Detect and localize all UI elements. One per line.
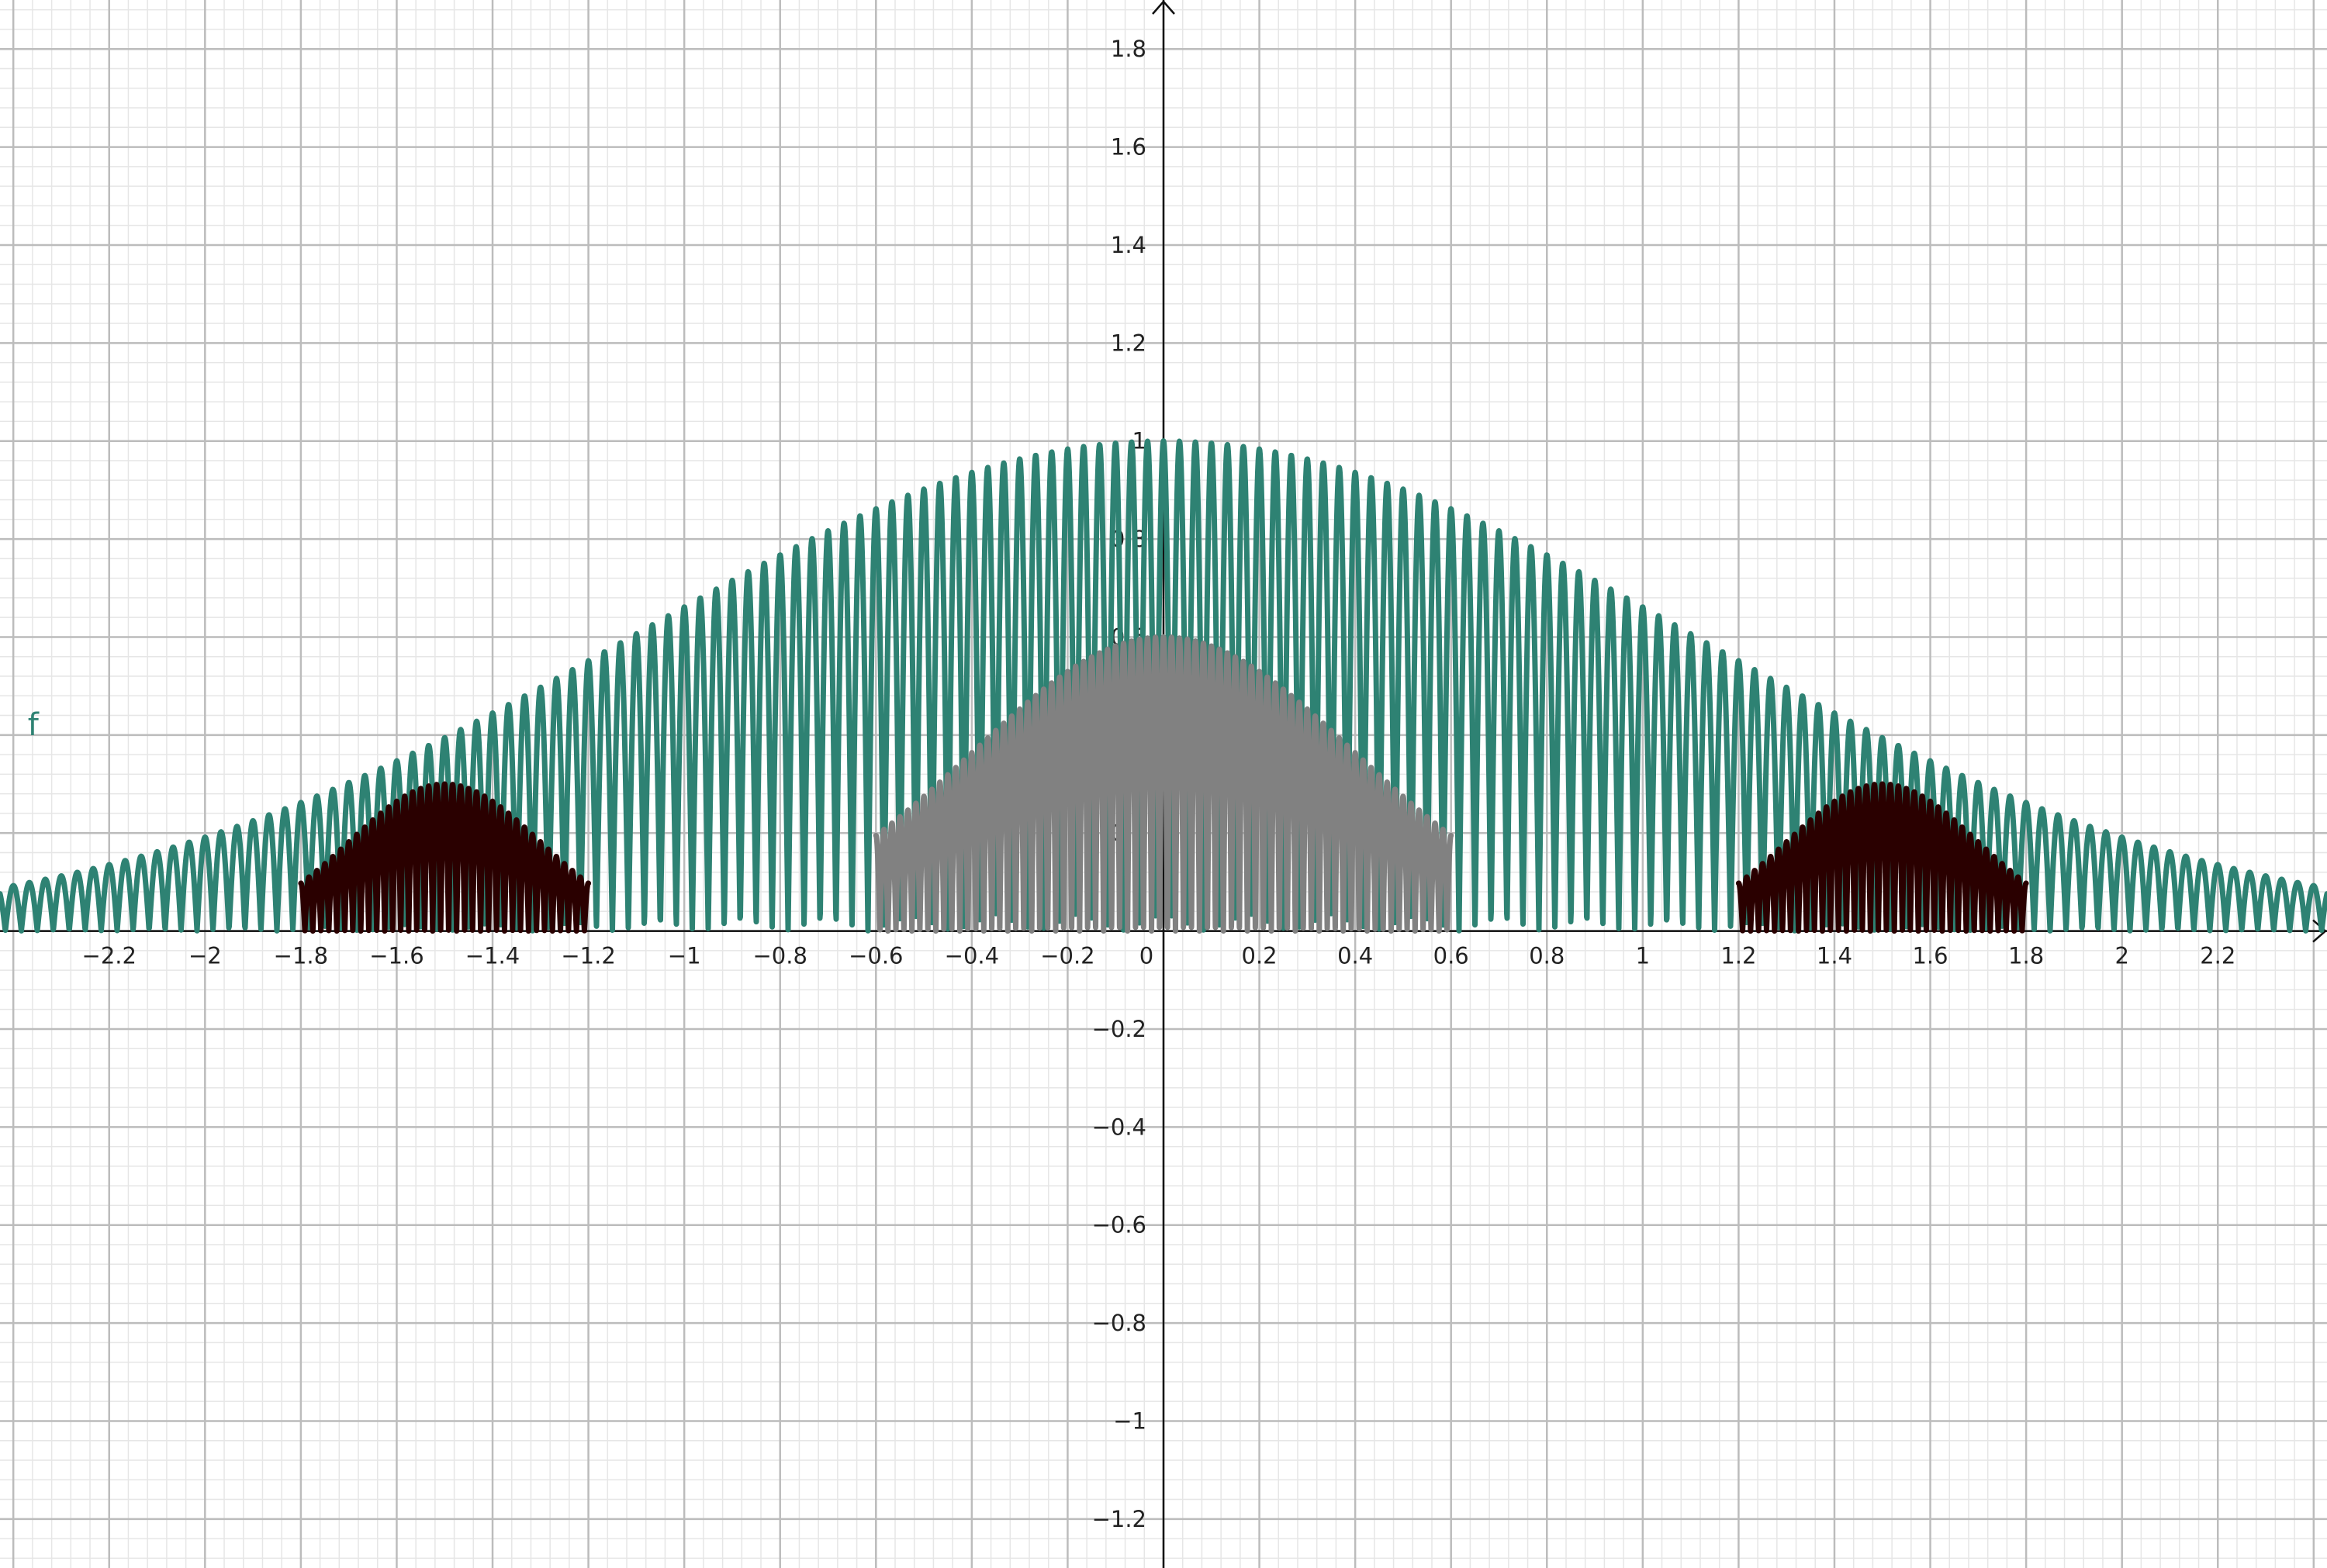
- x-tick-label: −1.8: [274, 943, 328, 969]
- x-tick-label: 0: [1139, 943, 1153, 969]
- x-tick-label: −1: [668, 943, 701, 969]
- y-tick-label: 1.4: [1111, 232, 1146, 258]
- x-tick-label: 1: [1636, 943, 1650, 969]
- y-tick-label: 1: [1132, 428, 1146, 454]
- x-tick-label: −1.4: [465, 943, 520, 969]
- x-tick-label: −0.2: [1040, 943, 1094, 969]
- x-tick-label: −1.2: [561, 943, 615, 969]
- x-tick-label: −0.4: [945, 943, 999, 969]
- x-tick-label: 1.8: [2008, 943, 2044, 969]
- x-axis-arrow: [2312, 919, 2327, 943]
- curve-3[interactable]: [1735, 781, 2029, 934]
- y-tick-label: −1: [1113, 1407, 1146, 1434]
- y-tick-label: −0.6: [1092, 1212, 1146, 1238]
- curves: [0, 438, 2327, 934]
- y-tick-label: 1.8: [1111, 36, 1146, 62]
- x-tick-label: 0.4: [1337, 943, 1373, 969]
- function-label-f[interactable]: f: [28, 707, 40, 743]
- x-tick-label: 0.8: [1529, 943, 1565, 969]
- x-tick-label: 1.4: [1817, 943, 1852, 969]
- x-tick-label: −2: [188, 943, 222, 969]
- x-tick-label: −0.6: [849, 943, 903, 969]
- curve-1[interactable]: [873, 634, 1454, 934]
- x-tick-label: 0.2: [1242, 943, 1278, 969]
- x-tick-label: −2.2: [82, 943, 137, 969]
- y-tick-label: −0.4: [1092, 1114, 1146, 1140]
- y-tick-label: 1.2: [1111, 330, 1146, 356]
- y-tick-label: 1.6: [1111, 134, 1146, 161]
- x-tick-label: 0.6: [1433, 943, 1469, 969]
- x-tick-label: 1.2: [1720, 943, 1756, 969]
- y-tick-label: −1.2: [1092, 1506, 1146, 1532]
- y-tick-label: −0.8: [1092, 1310, 1146, 1336]
- x-tick-label: 2.2: [2200, 943, 2235, 969]
- x-tick-label: 2: [2114, 943, 2128, 969]
- y-axis-arrow: [1152, 0, 1175, 15]
- x-tick-labels: −2.2 −2 −1.8 −1.6 −1.4 −1.2 −1 −0.8 −0.6 −0.4 −0.2…: [82, 943, 2236, 969]
- y-tick-label: −0.2: [1092, 1016, 1146, 1042]
- x-tick-label: −0.8: [753, 943, 807, 969]
- curve-2[interactable]: [298, 781, 592, 934]
- x-tick-label: −1.6: [369, 943, 424, 969]
- x-tick-label: 1.6: [1912, 943, 1948, 969]
